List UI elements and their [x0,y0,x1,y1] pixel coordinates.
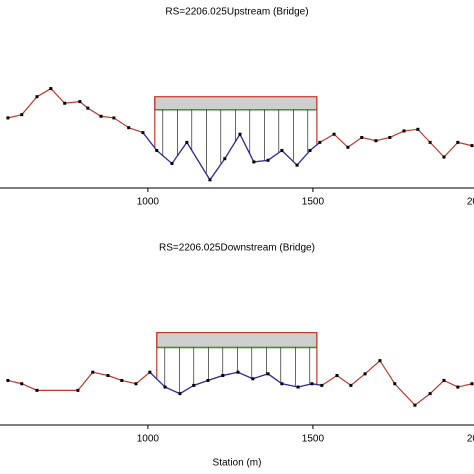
point [360,135,364,139]
point [280,149,284,153]
x-tick-label: 2000 [467,434,474,445]
point [456,385,460,389]
point [428,140,432,144]
x-tick-label: 2000 [467,197,474,208]
point [91,370,95,374]
point [127,126,131,130]
point [148,370,152,374]
point [141,131,145,135]
point [266,158,270,162]
ground-under-bridge [149,371,322,395]
point [170,162,174,166]
chart-title: RS=2206.025Upstream (Bridge) [165,7,308,18]
point [320,383,324,387]
chart-title: RS=2206.025Downstream (Bridge) [159,243,315,254]
point [442,155,446,159]
point [178,392,182,396]
point [35,388,39,392]
point [346,145,350,149]
point [185,140,189,144]
point [6,378,10,382]
point [332,132,336,136]
point [295,163,299,167]
point [374,139,378,143]
point [236,370,240,374]
point [163,385,167,389]
point [221,374,225,377]
point [208,178,212,182]
point [442,378,446,382]
point [20,113,24,117]
point [223,157,227,161]
point [266,372,270,376]
x-tick-label: 1500 [302,434,325,445]
point [349,383,353,387]
point [78,100,82,104]
point [35,95,39,99]
x-axis-label: Station (m) [213,458,262,469]
point [6,116,10,120]
point [76,388,80,392]
point [296,385,300,389]
point [470,144,474,148]
point [252,160,256,164]
point [134,382,138,386]
point [413,403,417,407]
point [280,382,284,386]
point [20,382,24,386]
point [238,132,242,136]
point [310,382,314,386]
point [99,114,103,118]
point [192,383,196,387]
point [106,374,110,377]
point [393,382,397,386]
point [308,149,312,153]
point [86,106,90,110]
point [318,140,322,144]
point [120,378,124,382]
point [155,149,159,153]
bridge-deck [154,96,318,111]
point [206,378,210,382]
point [456,140,460,144]
point [470,382,474,386]
point [335,374,339,377]
point [112,116,116,120]
point [428,392,432,396]
point [378,359,382,363]
x-tick-label: 1000 [137,434,160,445]
x-tick-label: 1000 [137,197,160,208]
point [49,87,53,91]
point [363,372,367,376]
point [402,129,406,133]
bridge-deck [156,332,318,349]
point [251,377,255,381]
ground-line [7,359,473,407]
point [63,101,67,105]
x-tick-label: 1500 [302,197,325,208]
point [416,127,420,131]
point [388,135,392,139]
